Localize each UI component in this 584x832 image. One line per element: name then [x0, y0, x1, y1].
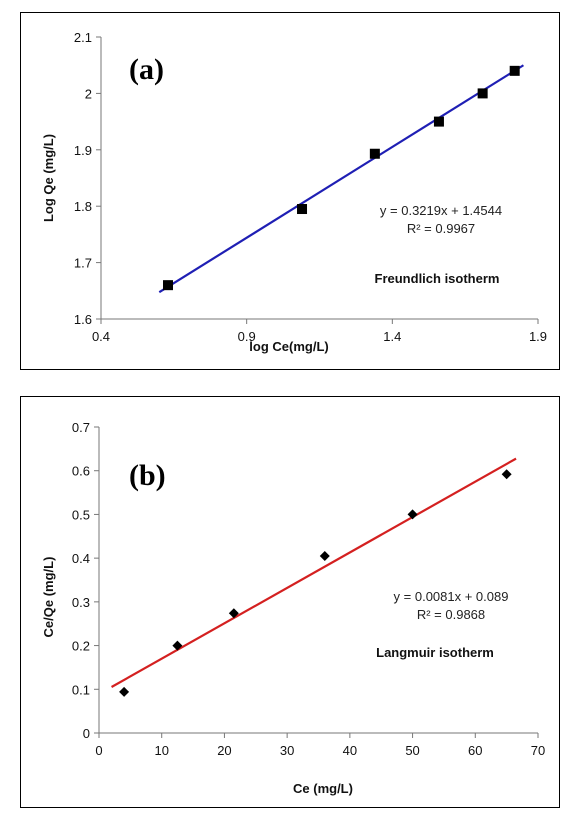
y-tick-labels: 0 0.1 0.2 0.3 0.4 0.5 0.6 0.7	[72, 420, 90, 741]
y-tick-label: 0.6	[72, 464, 90, 479]
y-tick-label: 0.4	[72, 551, 90, 566]
x-axis-label: Ce (mg/L)	[293, 781, 353, 796]
y-tick-label: 2	[85, 86, 92, 101]
y-tick-label: 1.7	[74, 256, 92, 271]
r-squared: R² = 0.9967	[407, 221, 475, 236]
trendline-path	[158, 64, 525, 294]
freundlich-chart-panel: 0.4 0.9 1.4 1.9 1.6 1.7 1.8 1.9 2 2.1 (a) y = 0.…	[20, 12, 560, 370]
y-tick-label: 1.9	[74, 143, 92, 158]
y-tick-label: 0.2	[72, 639, 90, 654]
y-tick-label: 1.6	[74, 312, 92, 327]
x-tick-label: 70	[531, 743, 545, 758]
r-squared: R² = 0.9868	[417, 607, 485, 622]
y-tick-label: 0.1	[72, 682, 90, 697]
axes	[96, 36, 539, 324]
x-tick-label: 30	[280, 743, 294, 758]
x-tick-label: 1.9	[529, 329, 547, 344]
y-tick-label: 1.8	[74, 199, 92, 214]
x-tick-label: 50	[405, 743, 419, 758]
y-tick-label: 2.1	[74, 30, 92, 45]
data-point	[433, 116, 444, 127]
data-point	[501, 469, 512, 480]
x-tick-label: 1.4	[383, 329, 401, 344]
x-axis-label: log Ce(mg/L)	[249, 339, 328, 354]
isotherm-name: Freundlich isotherm	[375, 271, 500, 286]
isotherm-name: Langmuir isotherm	[376, 645, 494, 660]
data-point	[319, 550, 330, 561]
y-tick-label: 0	[83, 726, 90, 741]
x-tick-label: 0.9	[238, 329, 256, 344]
freundlich-chart: 0.4 0.9 1.4 1.9 1.6 1.7 1.8 1.9 2 2.1 (a) y = 0.…	[41, 30, 547, 354]
x-tick-label: 60	[468, 743, 482, 758]
panel-label: (b)	[129, 459, 166, 492]
x-tick-labels: 0 10 20 30 40 50 60 70	[95, 743, 545, 758]
data-point	[119, 686, 130, 697]
panel-label: (a)	[129, 53, 164, 86]
data-point	[228, 608, 239, 619]
x-tick-label: 10	[154, 743, 168, 758]
data-point	[172, 640, 183, 651]
data-points	[119, 469, 512, 697]
y-tick-labels: 1.6 1.7 1.8 1.9 2 2.1	[74, 30, 92, 327]
data-point	[369, 148, 380, 159]
y-tick-label: 0.5	[72, 507, 90, 522]
y-tick-label: 0.3	[72, 595, 90, 610]
langmuir-chart-panel: 0 10 20 30 40 50 60 70 0 0.1 0.2 0.3 0.4 0.5 0.6 0.7 (…	[20, 396, 560, 808]
y-axis-label: Log Qe (mg/L)	[41, 134, 56, 222]
trendline-equation: y = 0.0081x + 0.089	[394, 589, 509, 604]
data-points	[163, 65, 520, 291]
langmuir-chart: 0 10 20 30 40 50 60 70 0 0.1 0.2 0.3 0.4 0.5 0.6 0.7 (…	[41, 420, 545, 796]
x-tick-label: 40	[343, 743, 357, 758]
trendline	[158, 64, 525, 294]
data-point	[163, 280, 174, 291]
trendline-equation: y = 0.3219x + 1.4544	[380, 203, 502, 218]
data-point	[297, 204, 308, 215]
y-axis-label: Ce/Qe (mg/L)	[41, 557, 56, 638]
y-tick-label: 0.7	[72, 420, 90, 435]
data-point	[477, 88, 488, 99]
x-tick-labels: 0.4 0.9 1.4 1.9	[92, 329, 547, 344]
x-tick-label: 20	[217, 743, 231, 758]
data-point	[509, 65, 520, 76]
x-tick-label: 0.4	[92, 329, 110, 344]
data-point	[407, 509, 418, 520]
axes	[94, 426, 539, 738]
x-tick-label: 0	[95, 743, 102, 758]
